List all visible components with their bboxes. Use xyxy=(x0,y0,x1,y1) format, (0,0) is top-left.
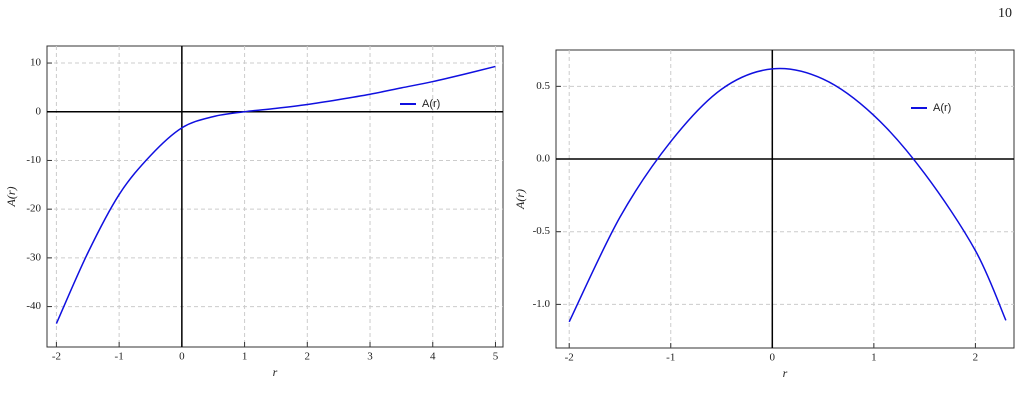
x-tick-label: 5 xyxy=(493,351,499,363)
y-tick-label: -1.0 xyxy=(533,298,551,310)
x-tick-label: -2 xyxy=(565,352,574,364)
x-axis-label: r xyxy=(273,365,278,379)
x-tick-label: 0 xyxy=(770,352,776,364)
y-tick-label: -40 xyxy=(26,300,41,312)
y-tick-label: 0.5 xyxy=(536,80,550,92)
y-tick-label: 0.0 xyxy=(536,153,550,165)
x-tick-label: 1 xyxy=(242,351,248,363)
x-tick-label: -1 xyxy=(666,352,675,364)
x-tick-label: -1 xyxy=(115,351,124,363)
x-tick-label: 4 xyxy=(430,351,436,363)
plot-frame xyxy=(46,45,504,348)
legend-label: A(r) xyxy=(422,98,440,110)
y-tick-label: -30 xyxy=(26,251,41,263)
y-tick-label: 10 xyxy=(30,57,42,69)
y-tick-label: -0.5 xyxy=(533,225,551,237)
x-tick-label: 1 xyxy=(871,352,877,364)
x-tick-label: 2 xyxy=(973,352,979,364)
y-axis-label: A(r) xyxy=(513,189,527,210)
y-tick-label: 0 xyxy=(36,105,42,117)
data-line xyxy=(55,65,496,324)
x-tick-label: 0 xyxy=(179,351,185,363)
x-tick-label: 2 xyxy=(305,351,311,363)
x-tick-label: -2 xyxy=(52,351,61,363)
legend-label: A(r) xyxy=(933,102,951,114)
y-tick-label: -10 xyxy=(26,154,41,166)
y-axis-label: A(r) xyxy=(4,187,18,208)
y-tick-label: -20 xyxy=(26,203,41,215)
plot-frame xyxy=(555,49,1015,349)
page-number: 10 xyxy=(998,6,1012,21)
x-axis-label: r xyxy=(783,366,788,380)
x-tick-label: 3 xyxy=(367,351,373,363)
data-line xyxy=(568,67,1007,323)
